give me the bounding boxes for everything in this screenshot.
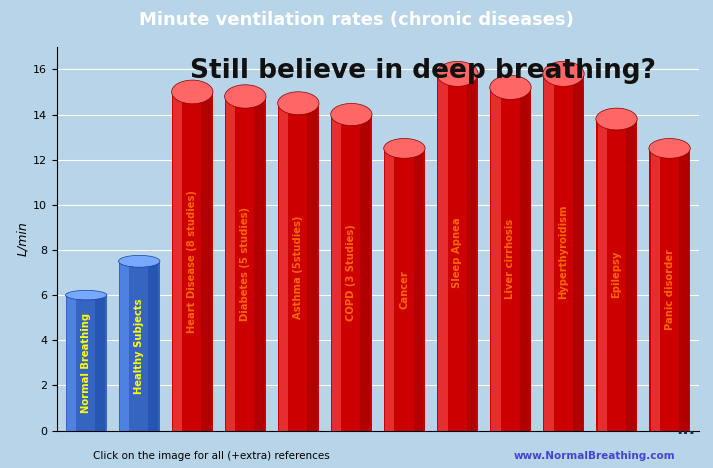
Bar <box>437 74 478 431</box>
Text: Click on the image for all (+extra) references: Click on the image for all (+extra) refe… <box>93 451 329 461</box>
Bar <box>118 261 160 431</box>
FancyBboxPatch shape <box>120 261 129 431</box>
Y-axis label: L/min: L/min <box>16 221 29 256</box>
Text: Epilepsy: Epilepsy <box>612 251 622 299</box>
FancyBboxPatch shape <box>625 119 635 431</box>
FancyBboxPatch shape <box>361 115 370 431</box>
Text: Hyperthyroidism: Hyperthyroidism <box>558 205 568 300</box>
FancyBboxPatch shape <box>307 103 317 431</box>
Text: Cancer: Cancer <box>399 270 409 309</box>
Bar <box>66 295 107 431</box>
Bar <box>596 119 637 431</box>
Ellipse shape <box>277 92 319 115</box>
Text: Diabetes (5 studies): Diabetes (5 studies) <box>240 206 250 321</box>
Bar <box>225 96 266 431</box>
FancyBboxPatch shape <box>279 103 289 431</box>
FancyBboxPatch shape <box>386 148 394 431</box>
FancyBboxPatch shape <box>597 119 607 431</box>
Text: Panic disorder: Panic disorder <box>665 249 674 330</box>
Text: ...: ... <box>676 420 695 438</box>
FancyBboxPatch shape <box>573 74 583 431</box>
Ellipse shape <box>384 139 425 158</box>
Bar <box>331 115 372 431</box>
Bar <box>277 103 319 431</box>
FancyBboxPatch shape <box>226 96 235 431</box>
Ellipse shape <box>649 139 690 158</box>
FancyBboxPatch shape <box>679 148 689 431</box>
Text: Liver cirrhosis: Liver cirrhosis <box>506 219 515 299</box>
Ellipse shape <box>118 256 160 267</box>
Text: Sleep Apnea: Sleep Apnea <box>453 217 463 287</box>
FancyBboxPatch shape <box>332 115 342 431</box>
FancyBboxPatch shape <box>466 74 476 431</box>
Bar <box>490 88 531 431</box>
FancyBboxPatch shape <box>545 74 553 431</box>
Ellipse shape <box>66 290 107 300</box>
Text: Asthma (5studies): Asthma (5studies) <box>293 215 303 319</box>
Ellipse shape <box>225 85 266 108</box>
FancyBboxPatch shape <box>173 92 183 431</box>
Text: www.NormalBreathing.com: www.NormalBreathing.com <box>513 451 675 461</box>
FancyBboxPatch shape <box>96 295 106 431</box>
Ellipse shape <box>490 75 531 99</box>
FancyBboxPatch shape <box>148 261 158 431</box>
FancyBboxPatch shape <box>491 88 501 431</box>
FancyBboxPatch shape <box>414 148 424 431</box>
Ellipse shape <box>331 103 372 125</box>
Text: Normal Breathing: Normal Breathing <box>81 313 91 413</box>
Text: COPD (3 Studies): COPD (3 Studies) <box>347 224 356 321</box>
FancyBboxPatch shape <box>650 148 660 431</box>
FancyBboxPatch shape <box>255 96 265 431</box>
Text: Healthy Subjects: Healthy Subjects <box>134 298 144 394</box>
Text: Minute ventilation rates (chronic diseases): Minute ventilation rates (chronic diseas… <box>139 11 574 29</box>
Bar <box>384 148 425 431</box>
Text: Still believe in deep breathing?: Still believe in deep breathing? <box>190 58 656 84</box>
Bar <box>649 148 690 431</box>
Ellipse shape <box>543 61 584 87</box>
FancyBboxPatch shape <box>201 92 211 431</box>
Text: Heart Disease (8 studies): Heart Disease (8 studies) <box>188 190 198 333</box>
Bar <box>543 74 584 431</box>
Ellipse shape <box>437 61 478 87</box>
FancyBboxPatch shape <box>438 74 448 431</box>
FancyBboxPatch shape <box>520 88 530 431</box>
Ellipse shape <box>596 108 637 130</box>
Ellipse shape <box>172 80 213 104</box>
Bar <box>172 92 213 431</box>
FancyBboxPatch shape <box>67 295 76 431</box>
